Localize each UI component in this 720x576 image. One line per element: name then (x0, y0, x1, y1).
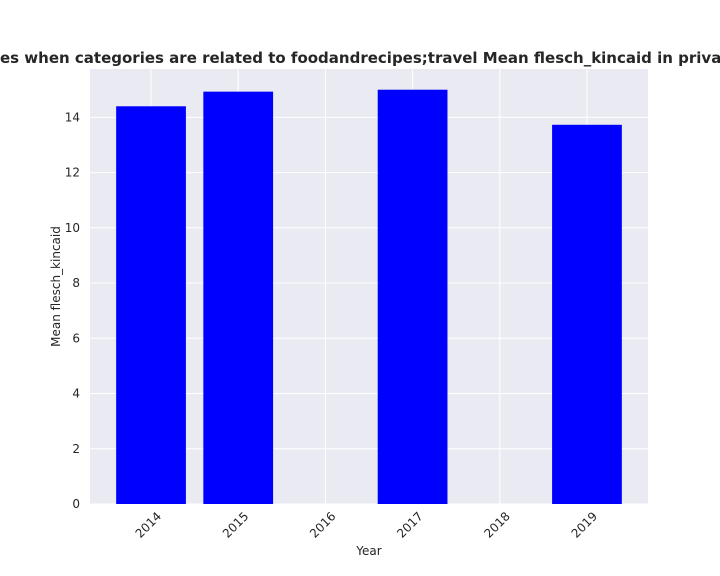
y-tick-label: 8 (72, 276, 80, 290)
x-tick-label: 2018 (481, 509, 512, 540)
bar-2017 (377, 89, 448, 504)
x-axis-label: Year (355, 544, 381, 558)
bar-2015 (203, 91, 274, 505)
x-tick-label: 2019 (569, 509, 600, 540)
x-tick-label: 2015 (220, 509, 251, 540)
bar-2014 (116, 106, 186, 505)
y-tick-label: 4 (72, 387, 80, 401)
bars (116, 89, 622, 505)
chart-title: Number of policies when categories are r… (0, 49, 720, 67)
y-tick-label: 14 (65, 110, 80, 124)
x-tick-labels: 2014 2015 2016 2017 2018 2019 (133, 509, 600, 540)
y-tick-label: 0 (72, 497, 80, 511)
y-tick-label: 10 (65, 221, 80, 235)
y-axis-label: Mean flesch_kincaid (49, 226, 63, 347)
y-tick-label: 12 (65, 166, 80, 180)
y-tick-label: 6 (72, 331, 80, 345)
x-tick-label: 2017 (394, 509, 425, 540)
x-tick-label: 2016 (307, 509, 338, 540)
bar-2019 (552, 124, 622, 505)
y-tick-label: 2 (72, 442, 80, 456)
y-tick-labels: 0 2 4 6 8 10 12 14 (65, 110, 80, 511)
x-tick-label: 2014 (133, 509, 164, 540)
